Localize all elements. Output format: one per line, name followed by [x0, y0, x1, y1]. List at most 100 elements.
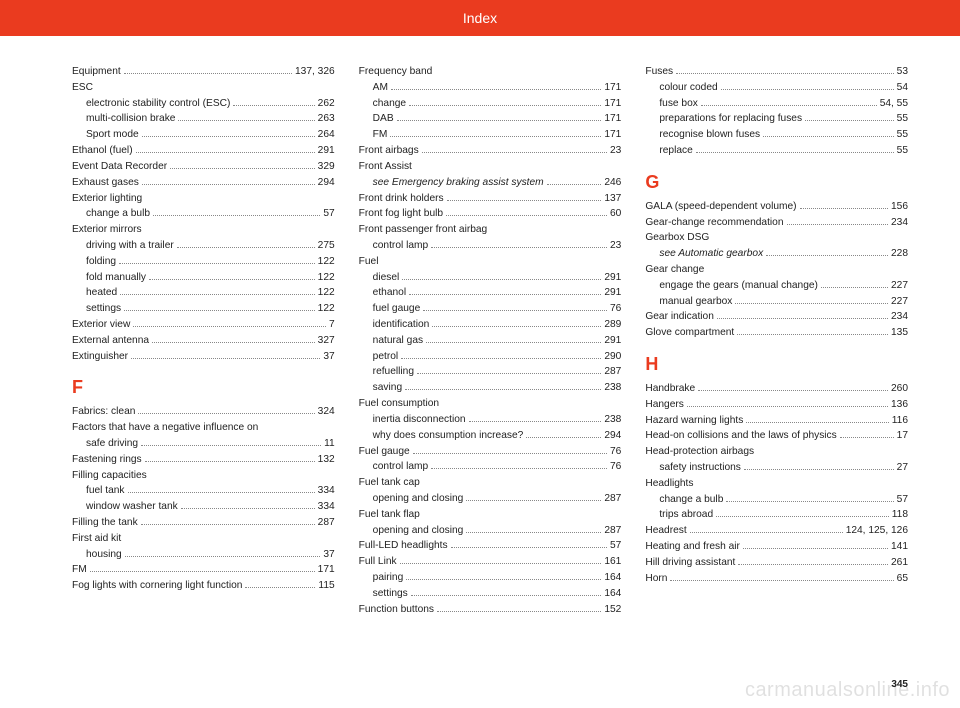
index-label: fuel gauge [373, 301, 421, 317]
index-page: 334 [318, 499, 335, 515]
leader-dots [125, 550, 321, 557]
index-page: 263 [318, 111, 335, 127]
index-label: Event Data Recorder [72, 159, 167, 175]
index-subentry: fold manually122 [72, 270, 335, 286]
index-page: 122 [318, 254, 335, 270]
leader-dots [698, 384, 888, 391]
index-label: FM [72, 562, 87, 578]
index-subentry: natural gas291 [359, 333, 622, 349]
index-subentry: heated122 [72, 285, 335, 301]
index-label: Extinguisher [72, 349, 128, 365]
index-label: housing [86, 547, 122, 563]
index-page: 289 [604, 317, 621, 333]
index-entry: Filling the tank287 [72, 515, 335, 531]
index-page: 171 [604, 111, 621, 127]
index-page: 115 [318, 578, 334, 594]
index-label: Headrest [645, 523, 686, 539]
index-subentry: opening and closing287 [359, 491, 622, 507]
index-entry: Fastening rings132 [72, 452, 335, 468]
section-letter: H [645, 351, 908, 379]
leader-dots [787, 217, 888, 224]
leader-dots [690, 526, 843, 533]
leader-dots [423, 304, 607, 311]
leader-dots [744, 463, 894, 470]
index-label: Front Assist [359, 159, 412, 175]
index-page: 246 [604, 175, 621, 191]
index-label: Fog lights with cornering light function [72, 578, 242, 594]
index-label: Exterior view [72, 317, 130, 333]
index-page: 291 [604, 333, 621, 349]
index-page: 227 [891, 278, 908, 294]
index-subentry: AM171 [359, 80, 622, 96]
index-subentry: pairing164 [359, 570, 622, 586]
index-entry: Glove compartment135 [645, 325, 908, 341]
index-entry: Hill driving assistant261 [645, 555, 908, 571]
leader-dots [149, 272, 315, 279]
index-label: Hazard warning lights [645, 413, 743, 429]
index-label: Full Link [359, 554, 397, 570]
index-page: 136 [891, 397, 908, 413]
index-subentry: multi-collision brake263 [72, 111, 335, 127]
index-subentry: ethanol291 [359, 285, 622, 301]
index-page: 137 [604, 191, 621, 207]
index-label: opening and closing [373, 523, 464, 539]
leader-dots [766, 249, 888, 256]
index-entry: Fuses53 [645, 64, 908, 80]
leader-dots [746, 415, 888, 422]
index-group: Fuel [359, 254, 622, 270]
index-page: 122 [318, 270, 335, 286]
index-page: 116 [892, 413, 908, 429]
index-page: 141 [891, 539, 908, 555]
leader-dots [696, 146, 894, 153]
index-label: safety instructions [659, 460, 741, 476]
index-subentry: window washer tank334 [72, 499, 335, 515]
index-label: Gear-change recommendation [645, 215, 783, 231]
index-label: recognise blown fuses [659, 127, 760, 143]
index-subentry: engage the gears (manual change) 227 [645, 278, 908, 294]
index-subentry: fuel tank334 [72, 483, 335, 499]
index-page: 54, 55 [880, 96, 908, 112]
index-label: engage the gears (manual change) [659, 278, 818, 294]
leader-dots [735, 297, 888, 304]
index-page: 329 [318, 159, 335, 175]
index-group: ESC [72, 80, 335, 96]
index-subentry: fuse box54, 55 [645, 96, 908, 112]
index-label: Handbrake [645, 381, 695, 397]
index-page: 287 [604, 523, 621, 539]
leader-dots [726, 495, 893, 502]
leader-dots [437, 605, 601, 612]
index-page: 37 [323, 349, 334, 365]
index-label: Fabrics: clean [72, 404, 135, 420]
leader-dots [152, 336, 315, 343]
index-subentry: saving238 [359, 380, 622, 396]
index-group: Frequency band [359, 64, 622, 80]
index-entry: Fabrics: clean324 [72, 404, 335, 420]
index-label: Hill driving assistant [645, 555, 735, 571]
index-page: 238 [604, 380, 621, 396]
section-letter: G [645, 169, 908, 197]
index-group: Headlights [645, 476, 908, 492]
index-page: 132 [318, 452, 335, 468]
index-label: Fuel [359, 254, 379, 270]
index-page: 334 [318, 483, 335, 499]
index-subentry: manual gearbox227 [645, 294, 908, 310]
index-entry: Ethanol (fuel)291 [72, 143, 335, 159]
index-entry: Horn65 [645, 571, 908, 587]
index-subentry: diesel291 [359, 270, 622, 286]
index-subentry: why does consumption increase?294 [359, 428, 622, 444]
index-label: Front drink holders [359, 191, 444, 207]
index-page: 171 [604, 127, 621, 143]
leader-dots [390, 130, 601, 137]
index-page: 291 [318, 143, 335, 159]
index-entry: Front fog light bulb60 [359, 206, 622, 222]
index-label: see Automatic gearbox [659, 246, 763, 262]
index-label: Glove compartment [645, 325, 734, 341]
header-title: Index [463, 10, 497, 26]
index-page: 287 [604, 364, 621, 380]
leader-dots [397, 114, 602, 121]
leader-dots [406, 573, 601, 580]
index-page: 262 [318, 96, 335, 112]
index-label: Fuel tank cap [359, 475, 420, 491]
leader-dots [142, 178, 315, 185]
index-group: Factors that have a negative influence o… [72, 420, 335, 436]
